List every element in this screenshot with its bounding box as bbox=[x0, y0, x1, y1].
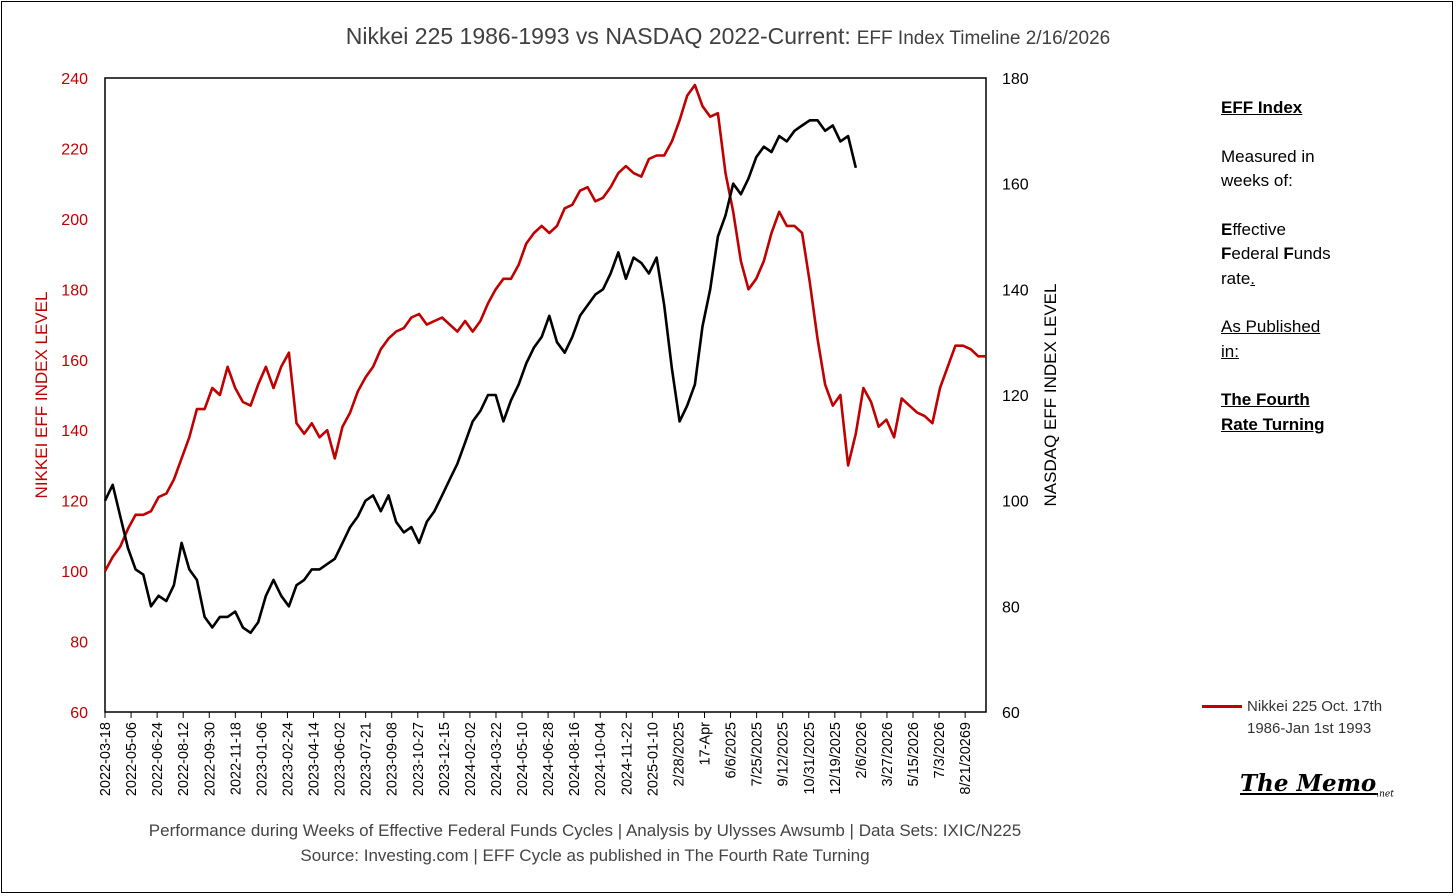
x-tick-label: 2022-09-30 bbox=[202, 722, 218, 796]
eff-word-3: unds bbox=[1293, 244, 1331, 263]
right-tick-label: 120 bbox=[1002, 388, 1029, 405]
logo-suffix: .net bbox=[1376, 789, 1394, 800]
x-tick-label: 2023-02-24 bbox=[280, 722, 296, 796]
right-tick-label: 60 bbox=[1002, 705, 1020, 722]
eff-word-4: rate bbox=[1221, 268, 1251, 288]
x-tick-label: 3/27/2026 bbox=[880, 722, 896, 787]
x-tick-label: 2022-03-18 bbox=[98, 722, 114, 796]
x-tick-label: 2/28/2025 bbox=[671, 722, 687, 787]
eff-letter-e: E bbox=[1221, 219, 1233, 239]
x-tick-label: 2023-07-21 bbox=[359, 722, 375, 796]
chart-title: Nikkei 225 1986-1993 vs NASDAQ 2022-Curr… bbox=[346, 23, 1110, 49]
sidebar-note: EFF Index Measured in weeks of: Effectiv… bbox=[1221, 96, 1421, 437]
left-tick-label: 80 bbox=[70, 635, 88, 652]
x-axis-ticks: 2022-03-18 2022-05-06 2022-06-24 2022-08-12… bbox=[98, 712, 974, 796]
published-line-1: As Published bbox=[1221, 317, 1321, 336]
left-tick-label: 100 bbox=[61, 564, 88, 581]
sidebar-published: As Published in: bbox=[1221, 315, 1421, 364]
legend-line-2: 1986-Jan 1st 1993 bbox=[1247, 720, 1372, 737]
x-tick-label: 2024-05-10 bbox=[515, 722, 531, 796]
sidebar-heading: EFF Index bbox=[1221, 98, 1303, 117]
left-tick-label: 120 bbox=[61, 494, 88, 511]
plot-area bbox=[104, 77, 987, 713]
x-tick-label: 2022-06-24 bbox=[150, 722, 166, 796]
right-tick-label: 160 bbox=[1002, 177, 1029, 194]
x-tick-label: 2023-01-06 bbox=[254, 722, 270, 796]
left-tick-label: 180 bbox=[61, 282, 88, 299]
chart-title-main: Nikkei 225 1986-1993 vs NASDAQ 2022-Curr… bbox=[346, 23, 851, 49]
sidebar-book: The Fourth Rate Turning bbox=[1221, 388, 1421, 437]
left-tick-label: 240 bbox=[61, 71, 88, 88]
x-tick-label: 2024-08-16 bbox=[567, 722, 583, 796]
x-tick-label: 2024-10-04 bbox=[593, 722, 609, 796]
left-tick-label: 200 bbox=[61, 212, 88, 229]
left-tick-label: 220 bbox=[61, 141, 88, 158]
x-tick-label: 2/6/2026 bbox=[854, 722, 870, 778]
x-tick-label: 10/31/2025 bbox=[802, 722, 818, 795]
x-tick-label: 5/15/2026 bbox=[906, 722, 922, 787]
x-tick-label: 2023-09-08 bbox=[385, 722, 401, 796]
x-tick-label: 2022-05-06 bbox=[124, 722, 140, 796]
left-axis-label: NIKKEI EFF INDEX LEVEL bbox=[32, 292, 51, 499]
right-tick-label: 100 bbox=[1002, 494, 1029, 511]
x-tick-label: 2025-01-10 bbox=[645, 722, 661, 796]
x-tick-label: 2023-10-27 bbox=[411, 722, 427, 796]
chart-subtitle: EFF Index Timeline 2/16/2026 bbox=[857, 28, 1110, 49]
left-axis-ticks: 60 80 100 120 140 160 180 200 220 240 bbox=[61, 71, 88, 722]
eff-word-2: ederal bbox=[1231, 244, 1284, 263]
x-tick-label: 8/21/20269 bbox=[958, 722, 974, 795]
eff-dot: . bbox=[1250, 268, 1256, 288]
right-axis-ticks: 60 80 100 120 140 160 180 bbox=[1002, 71, 1029, 722]
eff-letter-f: F bbox=[1221, 244, 1232, 263]
x-tick-label: 12/19/2025 bbox=[828, 722, 844, 795]
book-title-line-2: Rate Turning bbox=[1221, 414, 1325, 434]
legend-label-nikkei: Nikkei 225 Oct. 17th 1986-Jan 1st 1993 bbox=[1247, 696, 1437, 740]
sidebar-measured: Measured in weeks of: bbox=[1221, 145, 1421, 194]
right-tick-label: 140 bbox=[1002, 282, 1029, 299]
measured-line-1: Measured in bbox=[1221, 146, 1315, 166]
logo-text: The Memo bbox=[1240, 770, 1377, 797]
published-line-2: in: bbox=[1221, 341, 1239, 361]
x-tick-label: 6/6/2025 bbox=[724, 722, 740, 778]
eff-letter-f2: F bbox=[1283, 244, 1294, 263]
series-line-nikkei bbox=[103, 83, 986, 572]
left-tick-label: 140 bbox=[61, 423, 88, 440]
x-tick-label: 2024-06-28 bbox=[541, 722, 557, 796]
left-tick-label: 60 bbox=[70, 705, 88, 722]
left-tick-label: 160 bbox=[61, 353, 88, 370]
x-tick-label: 2023-06-02 bbox=[333, 722, 349, 796]
right-tick-label: 80 bbox=[1002, 599, 1020, 616]
x-tick-label: 9/12/2025 bbox=[776, 722, 792, 787]
footer-credits: Performance during Weeks of Effective Fe… bbox=[148, 821, 1022, 840]
x-tick-label: 2024-11-22 bbox=[619, 722, 635, 795]
series-group bbox=[103, 83, 986, 635]
legend-line-1: Nikkei 225 Oct. 17th bbox=[1247, 698, 1383, 715]
x-tick-label: 7/25/2025 bbox=[750, 722, 766, 787]
x-tick-label: 2023-04-14 bbox=[307, 722, 323, 796]
series-line-nasdaq bbox=[103, 119, 858, 635]
book-title-line-1: The Fourth bbox=[1221, 390, 1310, 409]
x-tick-label: 2022-08-12 bbox=[176, 722, 192, 796]
x-tick-label: 17-Apr bbox=[697, 722, 713, 766]
x-tick-label: 7/3/2026 bbox=[932, 722, 948, 778]
sidebar-eff-definition: Effective Federal Funds rate. bbox=[1221, 218, 1421, 292]
x-tick-label: 2024-03-22 bbox=[489, 722, 505, 796]
measured-line-2: weeks of: bbox=[1221, 171, 1293, 190]
x-tick-label: 2024-02-02 bbox=[463, 722, 479, 796]
legend-swatch-nikkei bbox=[1202, 705, 1242, 708]
right-axis-label: NASDAQ EFF INDEX LEVEL bbox=[1041, 284, 1060, 507]
x-tick-label: 2023-12-15 bbox=[437, 722, 453, 796]
footer-source: Source: Investing.com | EFF Cycle as pub… bbox=[300, 846, 870, 865]
eff-word-1: ffective bbox=[1232, 219, 1286, 239]
right-tick-label: 180 bbox=[1002, 71, 1029, 88]
x-tick-label: 2022-11-18 bbox=[228, 722, 244, 795]
the-memo-logo: The Memo.net bbox=[1240, 770, 1394, 800]
